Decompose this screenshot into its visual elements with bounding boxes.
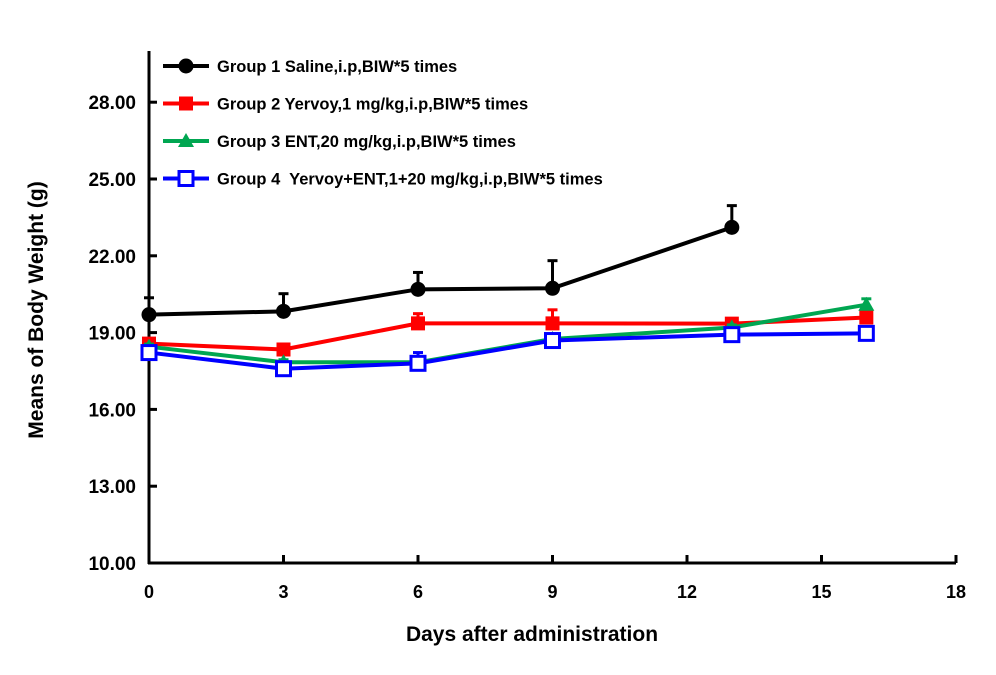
data-point (723, 326, 741, 344)
axes: 10.00 13.00 16.00 19.00 22.00 25.00 28.00 0 3 6 9 1… (88, 51, 966, 602)
data-point (410, 281, 426, 297)
x-tick-label: 3 (278, 582, 288, 602)
y-tick-label: 16.00 (88, 400, 136, 421)
data-point (141, 307, 157, 323)
data-point (275, 360, 292, 378)
data-point (545, 316, 560, 331)
legend-label: Group 1 Saline,i.p,BIW*5 times (217, 58, 457, 76)
x-tick-label: 12 (677, 582, 697, 602)
legend-marker (178, 133, 194, 147)
x-tick-label: 0 (144, 582, 154, 602)
data-point (276, 342, 291, 357)
data-point (724, 219, 740, 235)
y-tick-label: 22.00 (88, 247, 136, 268)
data-point (544, 332, 561, 350)
x-tick-label: 15 (811, 582, 831, 602)
data-point (140, 344, 158, 362)
x-tick-label: 9 (547, 582, 557, 602)
plot-area (140, 204, 875, 378)
legend-marker (177, 170, 195, 187)
data-point (859, 310, 874, 325)
legend-marker (178, 58, 194, 74)
data-point (858, 296, 875, 311)
legend-label: Group 2 Yervoy,1 mg/kg,i.p,BIW*5 times (217, 96, 528, 114)
y-tick-label: 19.00 (88, 324, 136, 345)
series-group-1 (141, 204, 740, 323)
legend-label: Group 3 ENT,20 mg/kg,i.p,BIW*5 times (217, 133, 516, 151)
legend-label: Group 4 Yervoy+ENT,1+20 mg/kg,i.p,BIW*5 … (217, 171, 603, 189)
data-point (409, 354, 427, 372)
legend-marker (179, 96, 193, 111)
x-tick-label: 6 (413, 582, 423, 602)
y-tick-label: 13.00 (88, 477, 136, 498)
y-tick-label: 10.00 (88, 554, 136, 575)
series-line (148, 225, 733, 317)
y-tick-label: 28.00 (88, 93, 136, 114)
data-point (857, 324, 875, 342)
y-tick-label: 25.00 (88, 170, 136, 191)
series-group-4 (140, 324, 875, 378)
legend: Group 1 Saline,i.p,BIW*5 times Group 2 Ye… (163, 58, 603, 189)
x-axis-label: Days after administration (406, 623, 658, 646)
data-point (411, 316, 425, 331)
y-axis-label: Means of Body Weight (g) (25, 181, 48, 438)
data-point (545, 280, 560, 296)
series-line (148, 331, 867, 371)
x-tick-label: 18 (946, 582, 966, 602)
data-point (276, 303, 291, 319)
